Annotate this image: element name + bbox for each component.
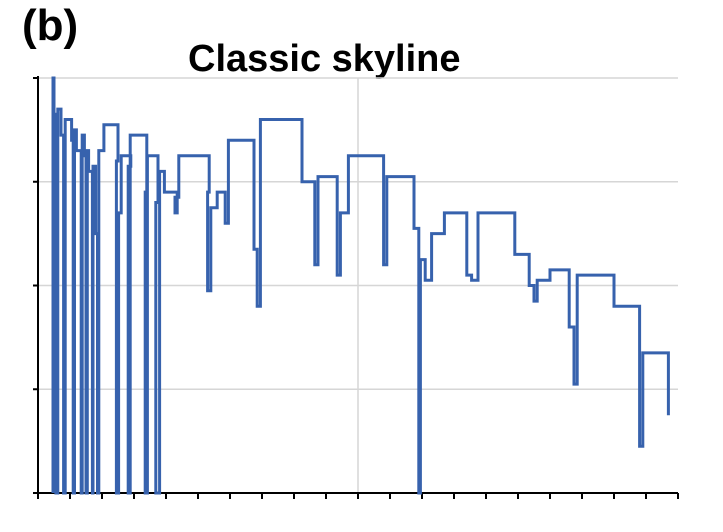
- series-layer: [51, 76, 670, 495]
- chart-title: Classic skyline: [188, 38, 461, 80]
- skyline-series-line: [51, 76, 670, 495]
- gridlines: [38, 77, 678, 493]
- panel-label: (b): [22, 1, 79, 50]
